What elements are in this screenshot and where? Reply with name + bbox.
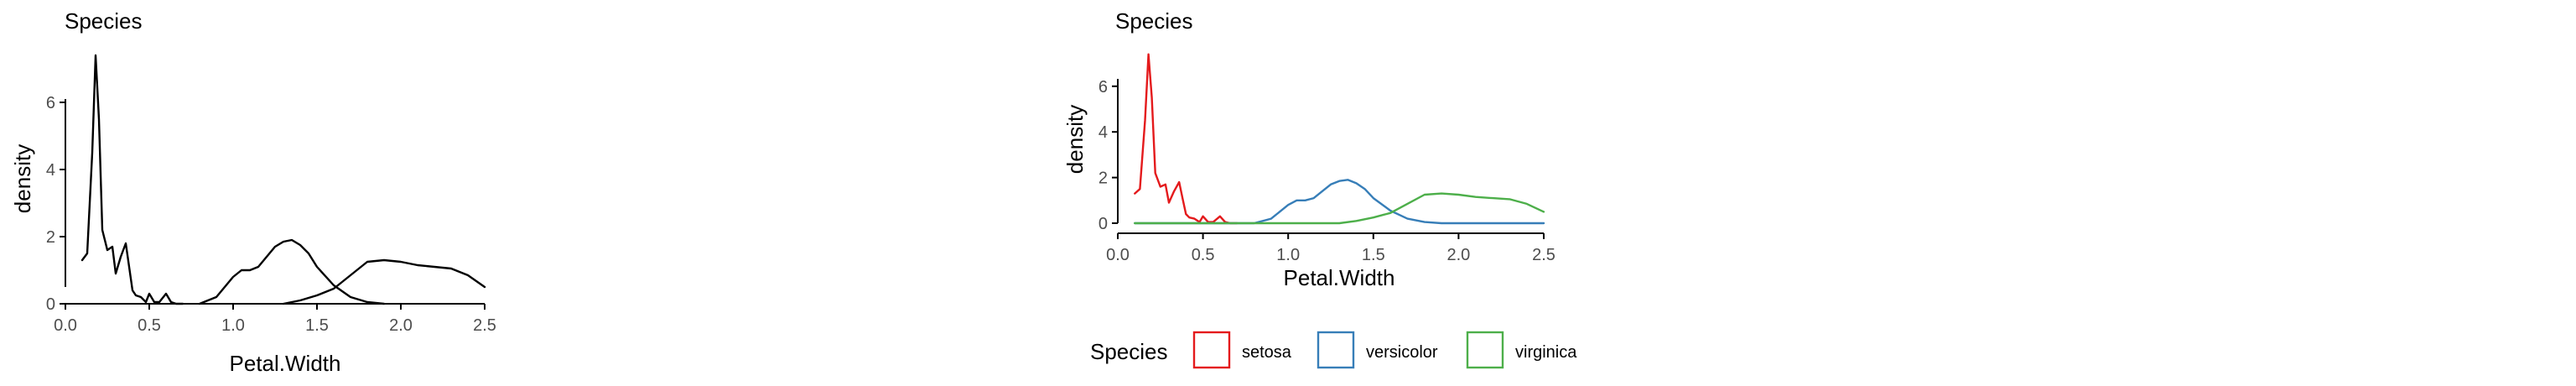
left-x-tick-label-2.0: 2.0 <box>389 316 413 335</box>
left-density-line-curve-1 <box>80 54 184 305</box>
legend-key-setosa <box>1192 331 1231 369</box>
right-x-ticks: 0.0 0.5 1.0 1.5 2.0 2.5 <box>1106 233 1555 264</box>
legend-label-versicolor: versicolor <box>1366 343 1438 362</box>
right-panel: Species 0 2 4 6 0.0 0.5 1.0 1.5 2.0 2.5 Petal.Wi… <box>1062 8 1577 369</box>
left-plot-area <box>80 54 486 305</box>
legend: Species setosa versicolor virginica <box>1090 331 1577 369</box>
right-density-line-virginica <box>1134 192 1545 225</box>
right-x-tick-label-0.5: 0.5 <box>1192 246 1215 264</box>
right-panel-title: Species <box>1115 8 1193 34</box>
right-y-tick-label-0: 0 <box>1098 215 1108 233</box>
left-panel: Species 0 2 4 6 0.0 0.5 1.0 1.5 2.0 2.5 Petal.Wi… <box>10 8 496 376</box>
right-x-tick-label-2.5: 2.5 <box>1532 246 1555 264</box>
left-y-tick-label-4: 4 <box>46 161 55 180</box>
left-y-ticks: 0 2 4 6 <box>46 94 65 314</box>
left-panel-title: Species <box>65 8 143 34</box>
right-y-axis-title: density <box>1062 105 1088 174</box>
right-x-tick-label-1.0: 1.0 <box>1276 246 1300 264</box>
left-y-tick-label-0: 0 <box>46 295 55 314</box>
legend-label-setosa: setosa <box>1242 343 1292 362</box>
left-x-ticks: 0.0 0.5 1.0 1.5 2.0 2.5 <box>54 304 496 335</box>
right-y-ticks: 0 2 4 6 <box>1098 78 1118 233</box>
right-y-tick-label-4: 4 <box>1098 123 1108 142</box>
right-plot-area <box>1134 53 1545 225</box>
left-x-tick-label-2.5: 2.5 <box>473 316 496 335</box>
legend-key-virginica <box>1466 331 1504 369</box>
left-y-axis-title: density <box>10 144 35 213</box>
left-y-tick-label-6: 6 <box>46 94 55 112</box>
legend-key-versicolor <box>1317 331 1355 369</box>
legend-title: Species <box>1090 339 1168 364</box>
left-x-tick-label-0.0: 0.0 <box>54 316 77 335</box>
left-x-tick-label-1.0: 1.0 <box>221 316 245 335</box>
right-density-line-versicolor <box>1134 179 1545 225</box>
right-x-tick-label-1.5: 1.5 <box>1362 246 1385 264</box>
right-density-line-setosa <box>1134 53 1239 225</box>
legend-items: setosa versicolor virginica <box>1192 331 1577 369</box>
left-density-line-curve-3 <box>282 258 486 305</box>
right-x-tick-label-0.0: 0.0 <box>1106 246 1130 264</box>
legend-label-virginica: virginica <box>1515 343 1577 362</box>
right-y-tick-label-2: 2 <box>1098 170 1108 188</box>
right-x-tick-label-2.0: 2.0 <box>1446 246 1470 264</box>
left-x-axis-title: Petal.Width <box>230 351 341 376</box>
right-y-tick-label-6: 6 <box>1098 78 1108 96</box>
left-density-line-curve-2 <box>198 238 386 305</box>
right-x-axis-title: Petal.Width <box>1284 265 1395 290</box>
left-x-tick-label-0.5: 0.5 <box>138 316 161 335</box>
left-x-tick-label-1.5: 1.5 <box>305 316 329 335</box>
left-y-tick-label-2: 2 <box>46 228 55 247</box>
